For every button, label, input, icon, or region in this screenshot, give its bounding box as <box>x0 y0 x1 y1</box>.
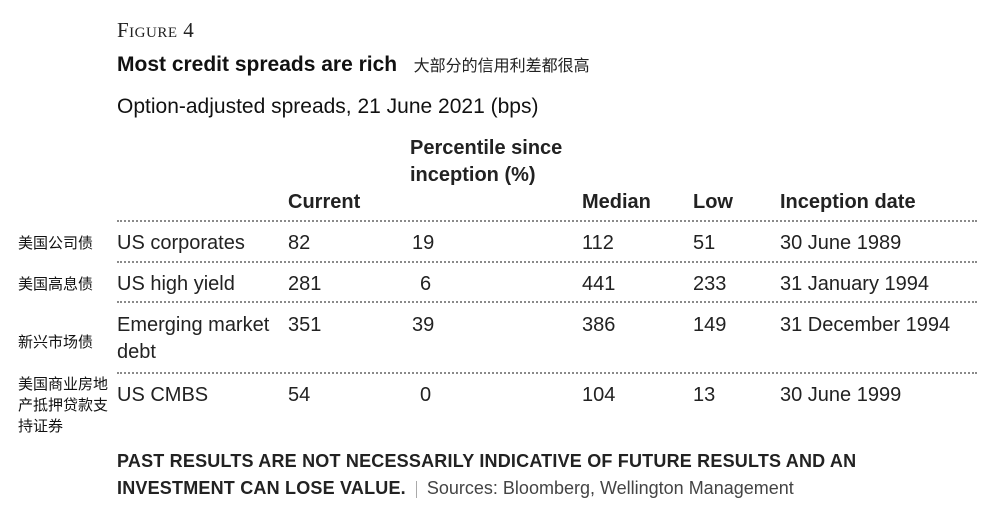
header-percentile: Percentile since inception (%) <box>410 137 563 186</box>
cell-current: 82 <box>288 232 311 254</box>
cell-percentile: 19 <box>412 232 435 254</box>
row-name: US high yield <box>117 273 235 295</box>
row-name-cn: 美国公司债 <box>18 234 94 252</box>
cell-inception: 30 June 1989 <box>780 232 902 254</box>
row-name: Emerging market debt <box>117 314 270 363</box>
table-rule <box>117 261 977 263</box>
header-low: Low <box>693 191 733 213</box>
disclaimer: PAST RESULTS ARE NOT NECESSARILY INDICAT… <box>117 451 857 498</box>
cell-percentile: 39 <box>412 314 435 336</box>
row-name: US CMBS <box>117 384 209 406</box>
chart-subtitle: Option-adjusted spreads, 21 June 2021 (b… <box>117 95 539 118</box>
cell-median: 441 <box>582 273 616 295</box>
cell-inception: 31 December 1994 <box>780 314 951 336</box>
sources: Sources: Bloomberg, Wellington Managemen… <box>426 478 794 498</box>
cell-low: 13 <box>693 384 716 406</box>
cell-inception: 30 June 1999 <box>780 384 902 406</box>
figure-label: Figure 4 <box>117 18 195 42</box>
title-row: Most credit spreads are rich 大部分的信用利差都很高 <box>117 52 590 77</box>
row-name-cn: 美国高息债 <box>18 275 94 293</box>
footer-separator <box>415 480 417 498</box>
table-rule-header <box>117 220 977 222</box>
cell-percentile: 0 <box>420 384 432 406</box>
cell-median: 104 <box>582 384 616 406</box>
cell-median: 386 <box>582 314 616 336</box>
cell-current: 351 <box>288 314 322 336</box>
row-name-cn: 美国商业房地产抵押贷款支持证券 <box>18 375 109 435</box>
header-inception: Inception date <box>780 191 916 213</box>
row-name: US corporates <box>117 232 245 254</box>
cell-current: 54 <box>288 384 311 406</box>
chart-title: Most credit spreads are rich <box>117 53 398 76</box>
cell-percentile: 6 <box>420 273 432 295</box>
table-rule <box>117 301 977 303</box>
chart-title-cn: 大部分的信用利差都很高 <box>413 56 590 75</box>
footer: PAST RESULTS ARE NOT NECESSARILY INDICAT… <box>117 448 957 502</box>
cell-current: 281 <box>288 273 322 295</box>
table-rule <box>117 372 977 374</box>
header-median: Median <box>582 191 651 213</box>
header-current: Current <box>288 191 361 213</box>
cell-low: 149 <box>693 314 727 336</box>
cell-low: 51 <box>693 232 716 254</box>
cell-low: 233 <box>693 273 727 295</box>
cell-median: 112 <box>582 232 614 254</box>
cell-inception: 31 January 1994 <box>780 273 930 295</box>
row-name-cn: 新兴市场债 <box>18 333 94 351</box>
